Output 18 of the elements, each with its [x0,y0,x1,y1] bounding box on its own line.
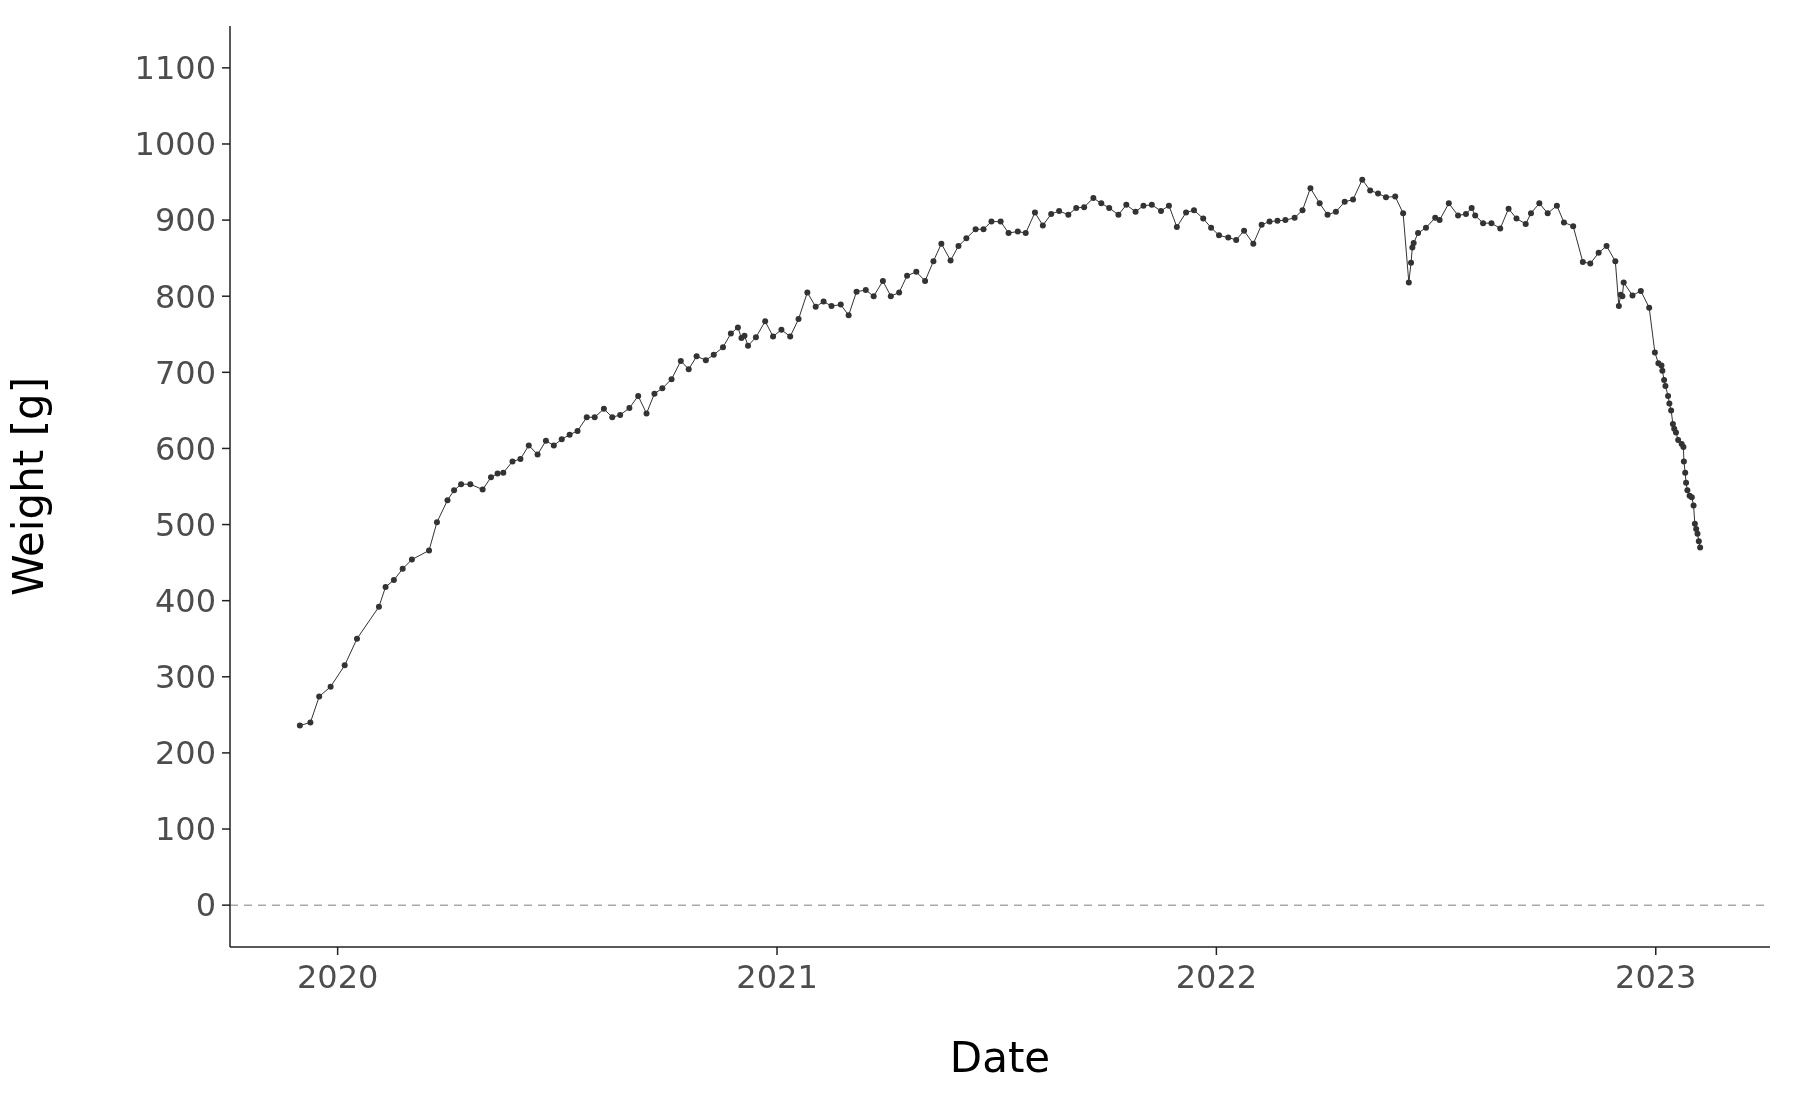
y-axis-title: Weight [g] [3,376,53,597]
x-axis-title: Date [949,1033,1051,1082]
x-tick-label: 2021 [736,957,818,996]
y-tick-label: 400 [154,582,216,621]
y-tick-label: 500 [154,505,216,544]
y-tick-label: 1000 [134,125,216,164]
x-tick-label: 2023 [1615,957,1697,996]
y-tick-label: 0 [195,886,216,925]
y-tick-label: 200 [154,734,216,773]
y-tick-label: 1100 [134,49,216,88]
x-tick-label: 2022 [1175,957,1258,996]
y-tick-label: 800 [154,277,216,316]
y-tick-label: 600 [154,429,216,468]
x-tick-label: 2020 [296,957,379,996]
y-tick-label: 700 [154,353,216,392]
y-tick-label: 100 [154,810,216,849]
y-tick-label: 300 [154,658,216,697]
y-tick-label: 900 [154,201,216,240]
